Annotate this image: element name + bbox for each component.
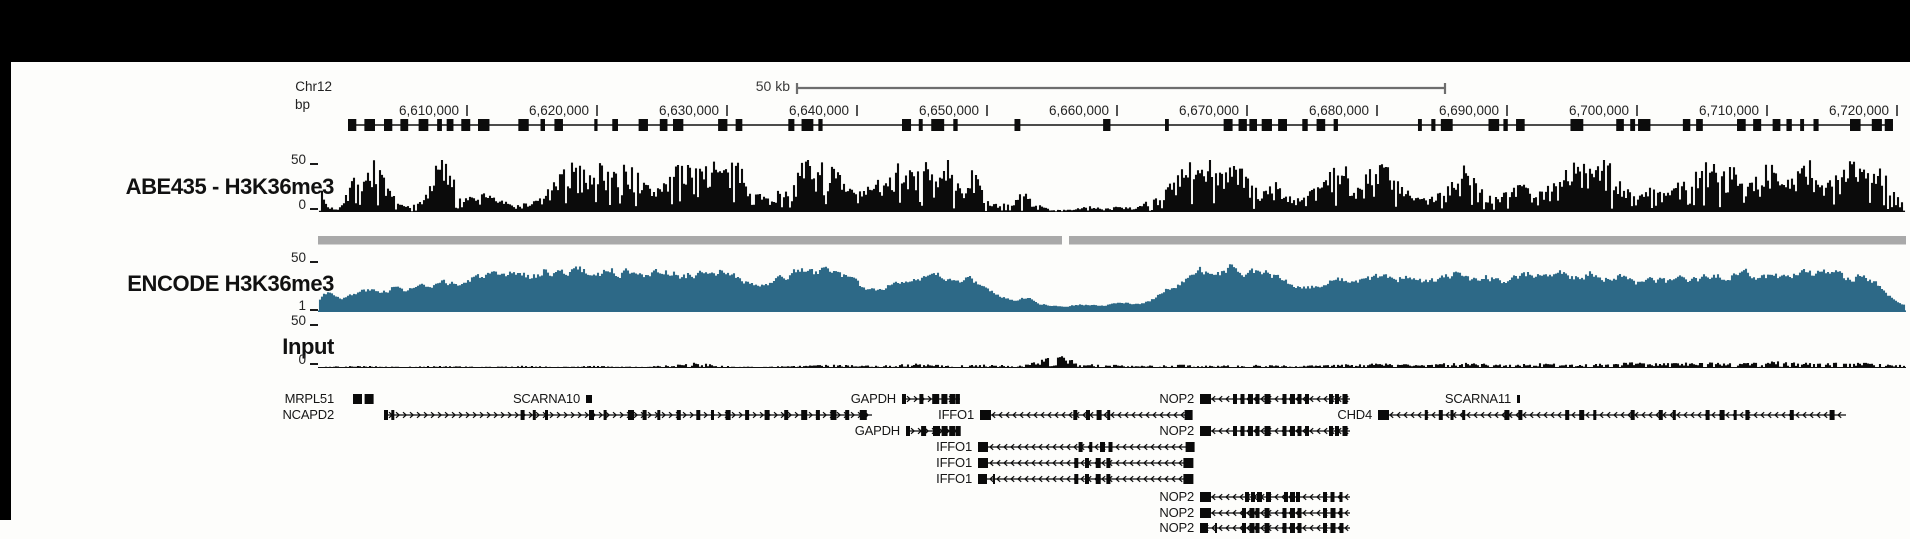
abe435-ymax-tick xyxy=(310,163,318,165)
encode-ymax-tick xyxy=(310,261,318,263)
gene-label-ncapd2: NCAPD2 xyxy=(282,407,334,422)
track-label-encode: ENCODE H3K36me3 xyxy=(127,271,334,296)
gene-label-scarna10: SCARNA10 xyxy=(512,391,580,406)
gene-label-chd4: CHD4 xyxy=(1337,407,1372,422)
gene-label-iffo1: IFFO1 xyxy=(936,455,972,470)
gene-label-gapdh: GAPDH xyxy=(854,423,900,438)
gene-label-nop2: NOP2 xyxy=(1159,489,1194,504)
coordinate-tick-label: 6,710,000 xyxy=(1698,103,1759,118)
gene-label-nop2: NOP2 xyxy=(1159,423,1194,438)
track-label-input: Input xyxy=(282,334,334,359)
encode-ymin-label: 1 xyxy=(298,298,306,313)
gene-label-nop2: NOP2 xyxy=(1159,505,1194,520)
input-ymax-label: 50 xyxy=(290,313,306,328)
gene-label-iffo1: IFFO1 xyxy=(936,439,972,454)
coordinate-tick-label: 6,720,000 xyxy=(1828,103,1889,118)
coordinate-tick-label: 6,650,000 xyxy=(918,103,979,118)
input-ymin-tick xyxy=(310,363,318,365)
abe435-ymin-label: 0 xyxy=(298,197,306,212)
top-black-bar xyxy=(0,0,1910,62)
coordinate-tick-label: 6,680,000 xyxy=(1308,103,1369,118)
gene-label-iffo1: IFFO1 xyxy=(936,471,972,486)
gene-label-gapdh: GAPDH xyxy=(850,391,896,406)
abe435-ymin-tick xyxy=(310,208,318,210)
input-ymax-tick xyxy=(310,324,318,326)
gene-label-scarna11: SCARNA11 xyxy=(1444,391,1511,406)
left-black-bar xyxy=(0,0,11,520)
gene-label-nop2: NOP2 xyxy=(1159,520,1194,535)
encode-ymax-label: 50 xyxy=(290,250,306,265)
coordinate-tick-label: 6,700,000 xyxy=(1568,103,1629,118)
abe435-ymax-label: 50 xyxy=(290,152,306,167)
coordinate-tick-label: 6,670,000 xyxy=(1178,103,1239,118)
coordinate-tick-label: 6,610,000 xyxy=(398,103,459,118)
input-ymin-label: 0 xyxy=(298,352,306,367)
gene-label-iffo1: IFFO1 xyxy=(938,407,974,422)
coordinate-tick-label: 6,630,000 xyxy=(658,103,719,118)
track-label-abe435: ABE435 - H3K36me3 xyxy=(125,174,335,199)
coordinate-tick-label: 6,640,000 xyxy=(788,103,849,118)
encode-ymin-tick xyxy=(310,309,318,311)
gene-label-nop2: NOP2 xyxy=(1159,391,1194,406)
coordinate-tick-label: 6,660,000 xyxy=(1048,103,1109,118)
gene-label-mrpl51: MRPL51 xyxy=(284,391,335,406)
coordinate-tick-label: 6,620,000 xyxy=(528,103,589,118)
coordinate-tick-label: 6,690,000 xyxy=(1438,103,1499,118)
scalebar-label: 50 kb xyxy=(755,78,790,94)
chromosome-label: Chr12 xyxy=(295,79,332,94)
bp-unit-label: bp xyxy=(294,97,310,112)
